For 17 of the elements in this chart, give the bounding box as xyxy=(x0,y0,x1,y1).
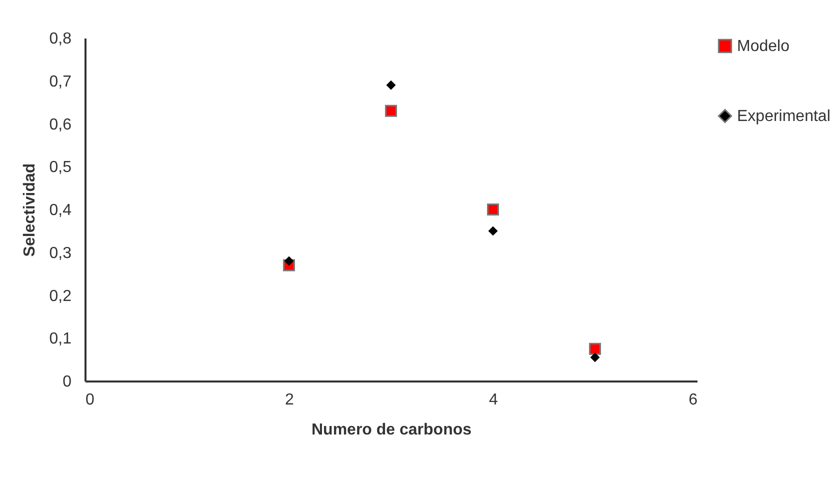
y-tick-label: 0,2 xyxy=(49,288,72,305)
y-tick-label: 0,8 xyxy=(49,30,72,48)
x-tick-label: 0 xyxy=(86,392,94,408)
y-tick-label: 0 xyxy=(62,374,72,390)
legend-label: Experimental xyxy=(737,108,830,125)
y-tick-label: 0,1 xyxy=(49,330,72,348)
x-tick-label: 4 xyxy=(489,392,498,408)
x-tick-label: 6 xyxy=(688,392,698,408)
x-axis-title: Numero de carbonos xyxy=(311,422,472,438)
x-tick-label: 2 xyxy=(285,392,294,408)
legend-label: Modelo xyxy=(737,38,790,55)
y-tick-label: 0,3 xyxy=(49,244,72,262)
y-axis-title: Selectividad xyxy=(21,163,38,257)
y-tick-label: 0,4 xyxy=(49,202,72,219)
y-tick-label: 0,7 xyxy=(49,73,72,90)
y-tick-label: 0,5 xyxy=(49,159,72,176)
y-tick-label: 0,6 xyxy=(49,116,72,134)
